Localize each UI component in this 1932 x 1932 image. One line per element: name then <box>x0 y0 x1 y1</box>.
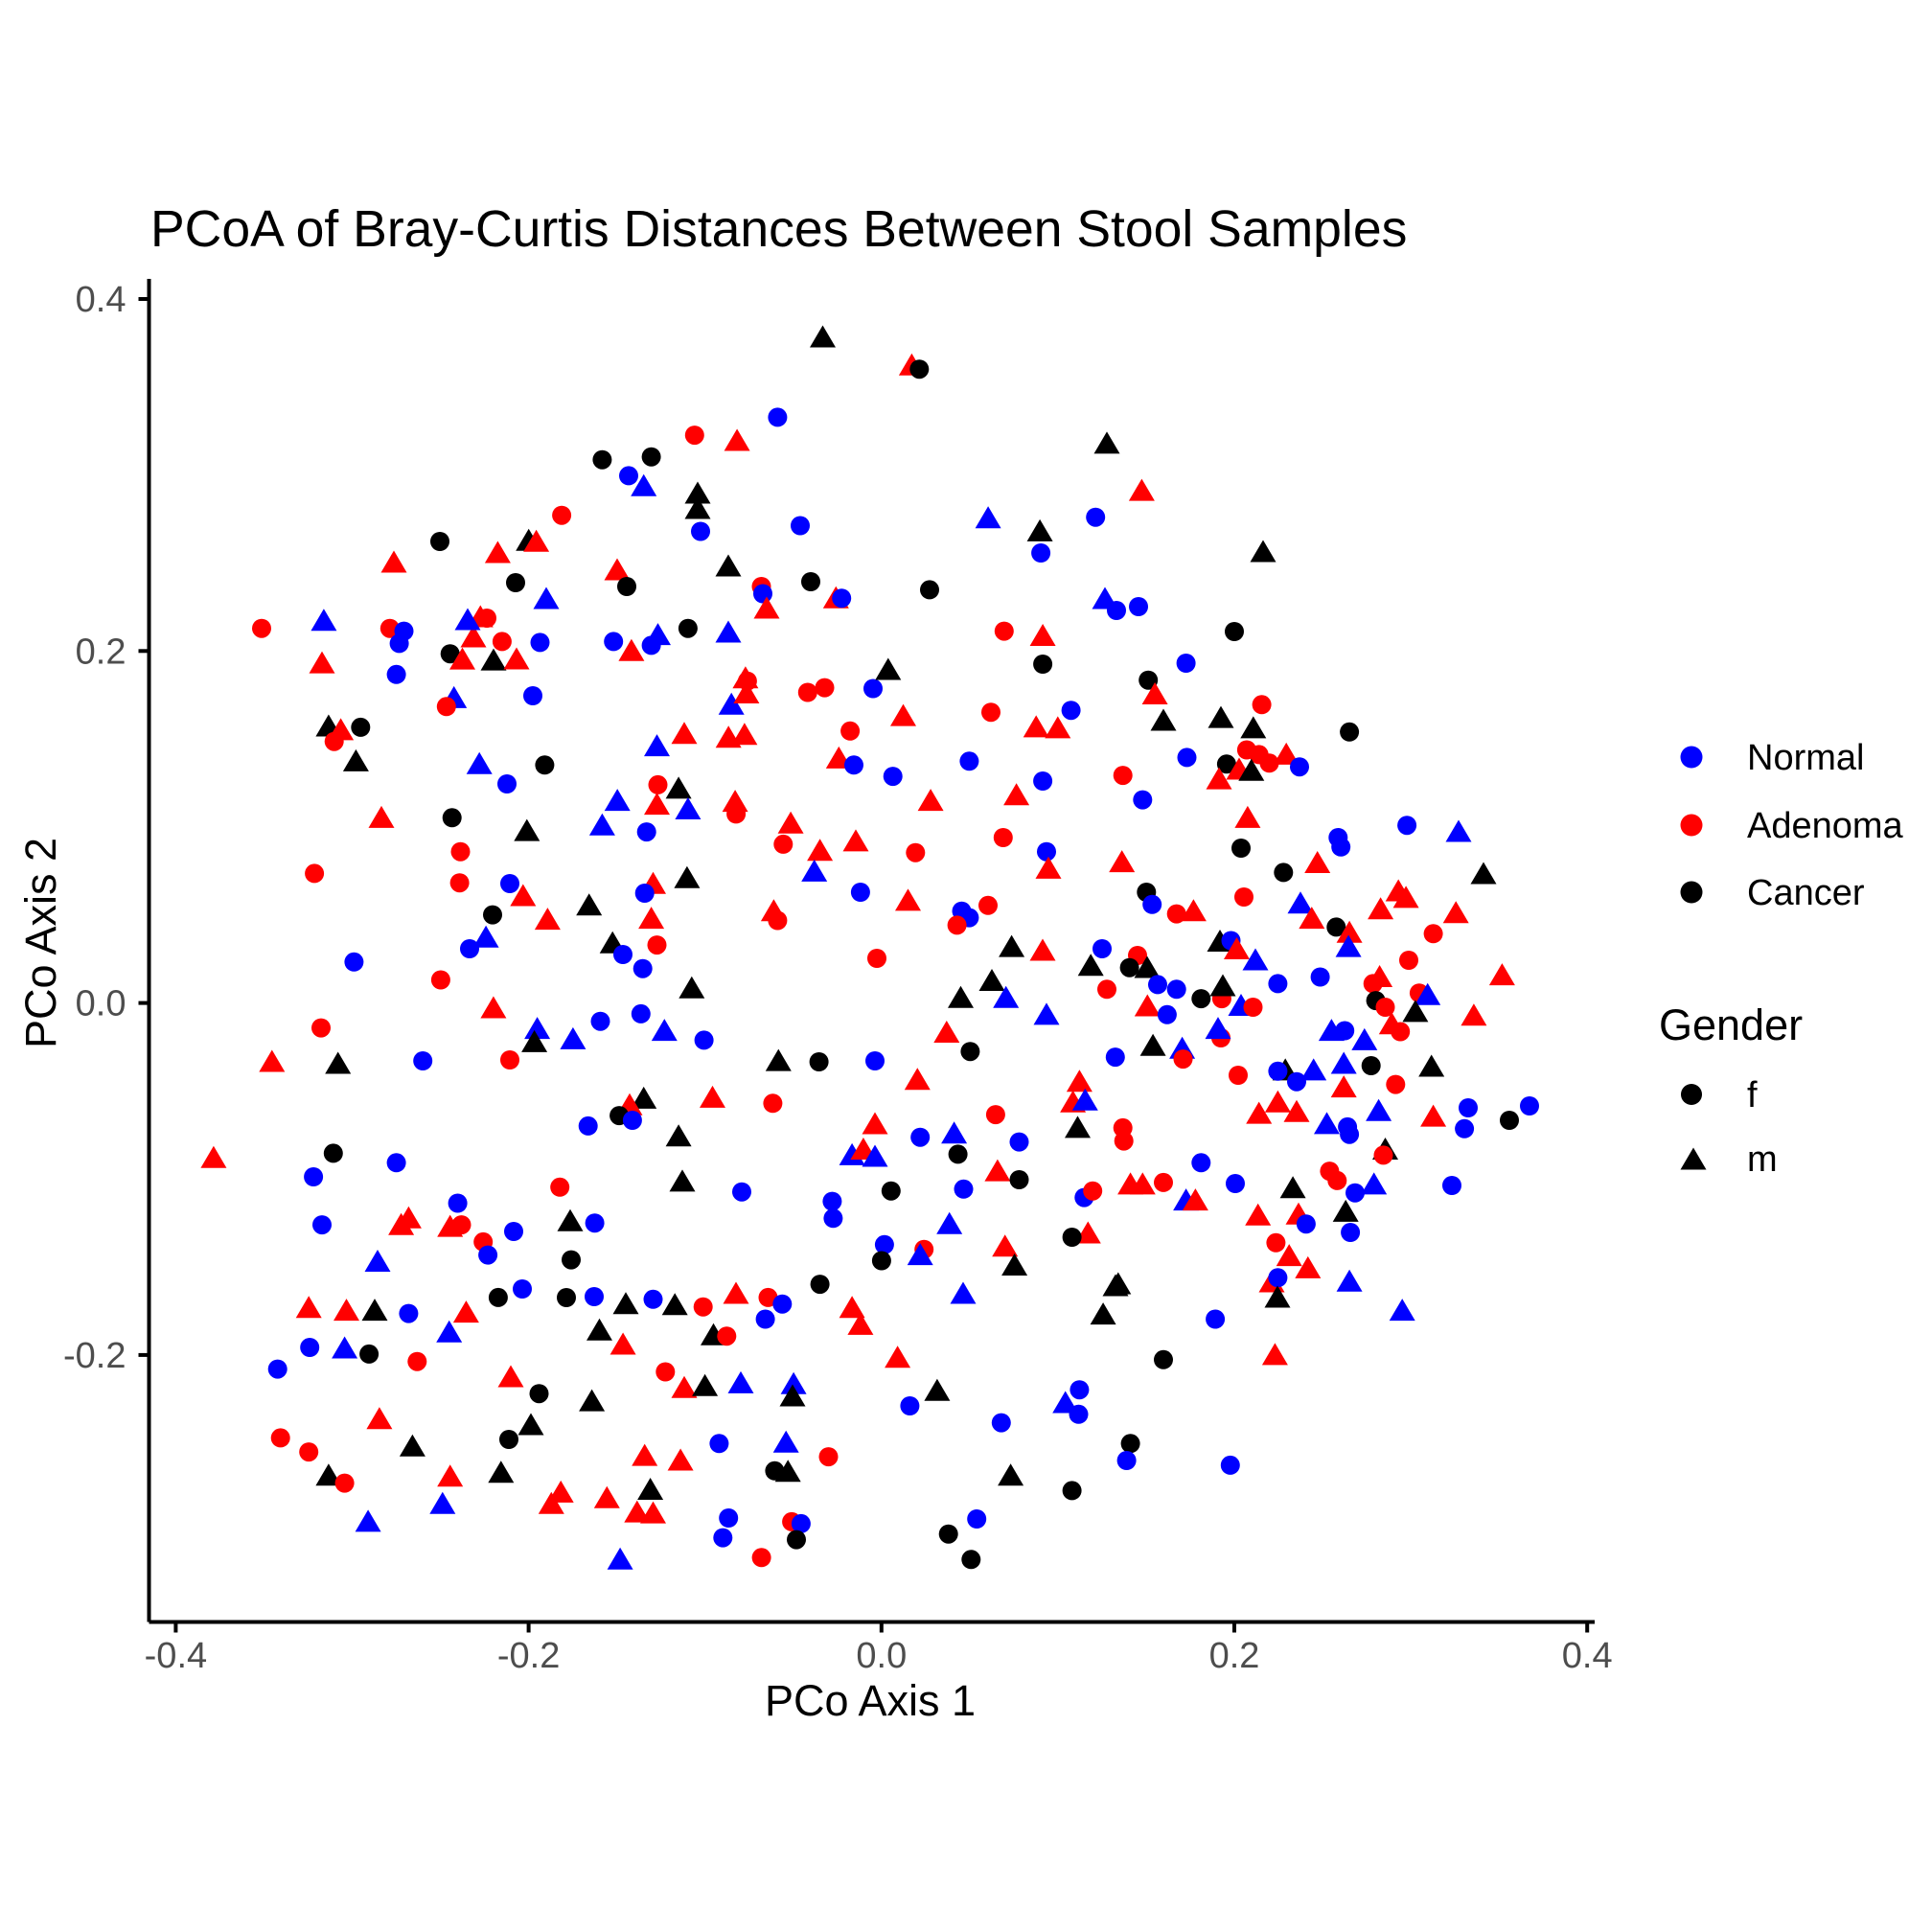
svg-text:Cancer: Cancer <box>1747 873 1865 913</box>
svg-text:Adenoma: Adenoma <box>1747 806 1904 846</box>
svg-text:0.0: 0.0 <box>856 1636 907 1676</box>
svg-text:Normal: Normal <box>1747 738 1864 778</box>
svg-text:0.2: 0.2 <box>76 632 126 672</box>
svg-text:0.0: 0.0 <box>76 984 126 1024</box>
svg-text:Gender: Gender <box>1659 1000 1803 1049</box>
svg-text:0.4: 0.4 <box>1562 1636 1613 1676</box>
svg-text:-0.4: -0.4 <box>145 1636 207 1676</box>
svg-text:m: m <box>1747 1139 1778 1180</box>
svg-text:PCo Axis 1: PCo Axis 1 <box>765 1676 976 1725</box>
svg-text:0.2: 0.2 <box>1209 1636 1260 1676</box>
svg-text:f: f <box>1747 1075 1758 1116</box>
svg-text:-0.2: -0.2 <box>63 1336 126 1376</box>
svg-text:-0.2: -0.2 <box>497 1636 560 1676</box>
svg-text:0.4: 0.4 <box>76 280 126 320</box>
svg-text:PCoA of Bray-Curtis Distances: PCoA of Bray-Curtis Distances Between St… <box>150 201 1407 258</box>
svg-text:PCo Axis 2: PCo Axis 2 <box>16 838 65 1048</box>
